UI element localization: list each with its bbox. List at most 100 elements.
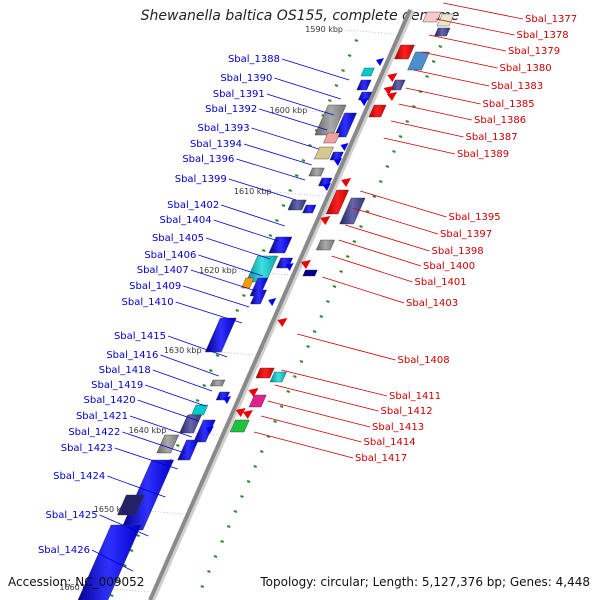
track-dot [365,210,370,213]
kbp-guide [239,270,291,276]
right-leader [413,69,490,87]
left-gene-label: Sbal_1394 [190,139,242,150]
track-dot [268,234,273,237]
track-dot [279,405,284,408]
gene-arrow [375,58,384,66]
left-gene-label: Sbal_1391 [213,89,265,100]
gene-arrow [235,408,246,417]
track-dot [233,510,238,513]
right-gene-label: Sbal_1395 [449,212,501,223]
track-dot [213,555,218,558]
left-leader [236,158,306,181]
kbp-guide [133,509,185,515]
right-gene-label: Sbal_1417 [355,453,407,464]
right-gene-label: Sbal_1412 [381,406,433,417]
left-gene-label: Sbal_1393 [198,123,250,134]
left-gene-label: Sbal_1424 [53,471,105,482]
track-dot [220,540,224,543]
right-leader [297,333,396,361]
right-gene-label: Sbal_1378 [517,30,569,41]
gene-block [339,197,366,225]
left-gene-label: Sbal_1396 [182,154,234,165]
gene-arrow [383,86,394,95]
right-gene-label: Sbal_1389 [457,149,509,160]
gene-block [177,439,199,461]
right-gene-label: Sbal_1387 [466,132,518,143]
left-gene-label: Sbal_1425 [46,510,98,521]
track-dot [253,465,258,468]
left-gene-label: Sbal_1416 [106,350,158,361]
left-leader [122,431,185,454]
right-leader [338,239,422,267]
left-leader [221,204,285,227]
gene-block [368,104,387,118]
left-leader [266,93,334,116]
left-leader [243,143,312,166]
track-dot [334,84,339,87]
gene-arrow [205,426,214,434]
track-dot [240,495,244,498]
genome-summary: Topology: circular; Length: 5,127,376 bp… [260,575,590,589]
left-leader [251,127,319,150]
right-gene-label: Sbal_1400 [423,261,475,272]
track-dot [308,144,312,147]
gene-block [191,404,209,416]
left-gene-label: Sbal_1418 [99,365,151,376]
left-gene-label: Sbal_1392 [205,104,257,115]
gene-block [241,277,255,289]
gene-block [333,112,357,138]
track-dot [273,420,277,423]
left-leader [91,549,133,572]
track-dot [326,300,330,303]
track-dot [207,570,211,573]
track-dot [200,585,205,588]
gene-block [302,269,318,277]
left-gene-label: Sbal_1406 [144,250,196,261]
right-gene-label: Sbal_1383 [491,81,543,92]
track-dot [275,219,279,222]
right-leader [443,2,524,20]
left-leader [114,447,178,470]
track-dot [235,309,240,312]
kbp-guide [273,191,325,197]
track-dot [372,195,376,198]
gene-block [315,239,335,251]
gene-arrow [333,158,342,166]
left-leader [228,178,297,201]
right-gene-label: Sbal_1397 [440,229,492,240]
track-dot [398,135,403,138]
right-leader [253,431,354,459]
gene-block [422,11,442,23]
gene-arrow [360,98,369,106]
right-gene-label: Sbal_1398 [432,246,484,257]
left-gene-label: Sbal_1421 [76,411,128,422]
gene-arrow [320,216,331,225]
left-leader [129,415,192,438]
gene-arrow [322,183,331,191]
gene-arrow [285,263,294,271]
right-leader [331,255,413,283]
kbp-guide [168,430,220,436]
kbp-label: 1610 kbp [234,187,272,196]
track-dot [246,480,251,483]
gene-block [269,371,287,383]
accession-label: Accession: NC_009052 [8,575,145,589]
gene-block [250,289,267,305]
gene-block [407,51,430,71]
track-dot [286,390,291,393]
right-gene-label: Sbal_1411 [389,391,441,402]
track-dot [301,159,306,162]
track-dot [385,165,390,168]
left-gene-label: Sbal_1419 [91,380,143,391]
right-leader [352,207,439,235]
backbone-line [148,9,412,600]
right-gene-label: Sbal_1414 [364,437,416,448]
track-dot [293,375,297,378]
left-leader [205,237,271,260]
gene-block [434,27,451,37]
track-dot [299,360,304,363]
left-leader [175,301,243,324]
gene-arrow [340,143,349,151]
right-leader [260,415,362,443]
kbp-guide [99,587,151,593]
